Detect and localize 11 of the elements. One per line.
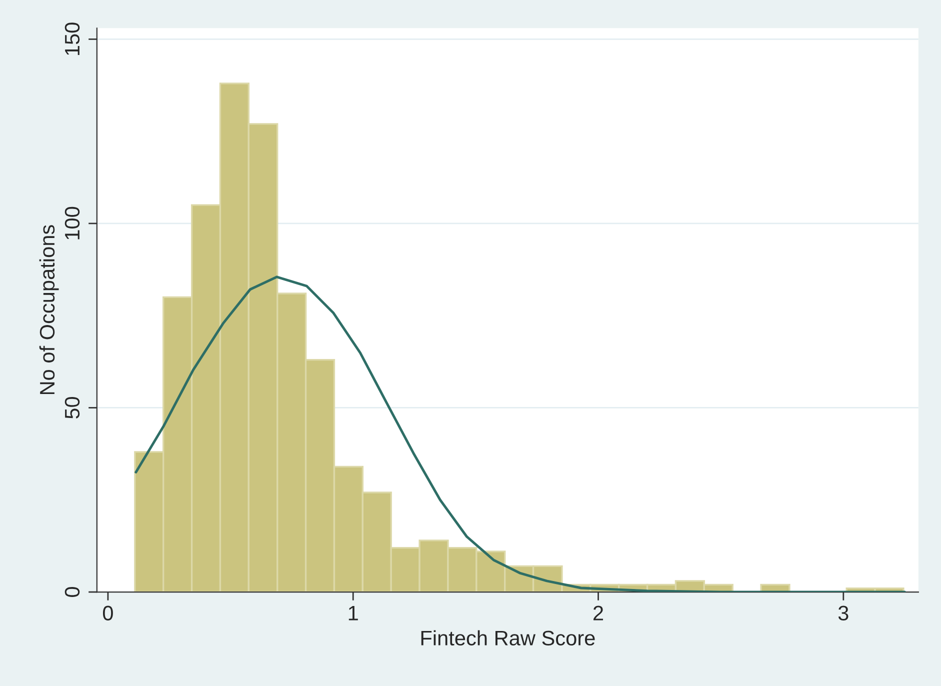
x-tick-label: 3 bbox=[838, 606, 848, 621]
x-axis-title: Fintech Raw Score bbox=[421, 630, 595, 646]
line-series bbox=[134, 276, 906, 592]
x-tick-label: 1 bbox=[348, 606, 358, 620]
y-tick-label: 100 bbox=[64, 206, 80, 240]
y-axis-title: No of Occupations bbox=[39, 225, 59, 394]
y-tick-label: 50 bbox=[64, 396, 80, 418]
x-tick-label: 2 bbox=[594, 606, 603, 620]
y-tick-label: 150 bbox=[64, 22, 80, 55]
x-tick-label: 0 bbox=[102, 606, 113, 621]
y-tick-label: 0 bbox=[64, 587, 80, 597]
